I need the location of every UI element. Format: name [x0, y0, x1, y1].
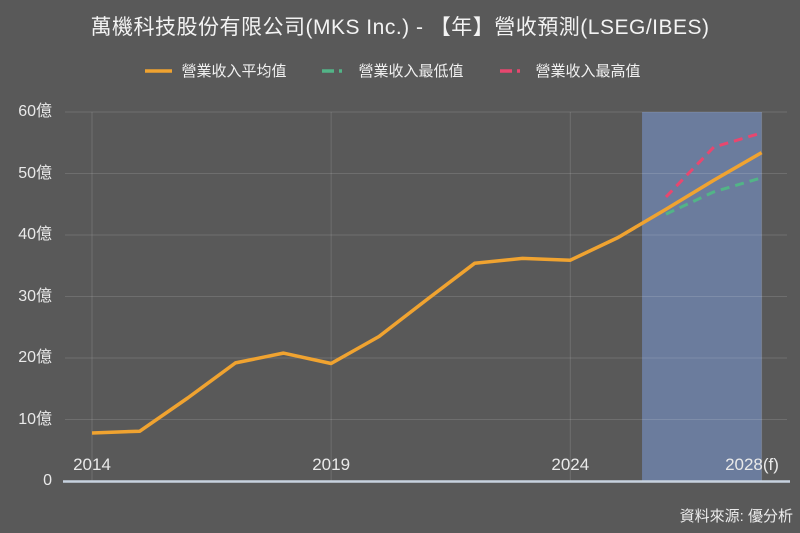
series-line-0-solid — [91, 151, 763, 435]
legend-item-1[interactable]: 營業收入最低值 — [322, 60, 464, 81]
x-axis-label: 2024 — [551, 455, 590, 474]
legend-item-0[interactable]: 營業收入平均值 — [145, 60, 286, 81]
legend-label: 營業收入平均值 — [181, 63, 287, 80]
y-axis-label: 50億 — [18, 164, 52, 182]
chart-title: 萬機科技股份有限公司(MKS Inc.) - 【年】營收預測(LSEG/IBES… — [90, 16, 710, 39]
legend-label: 營業收入最低值 — [358, 63, 464, 80]
legend-swatch-icon — [499, 68, 527, 73]
legend-label: 營業收入最高值 — [535, 63, 641, 80]
series-line-2-dashed — [664, 131, 763, 198]
legend: 營業收入平均值 營業收入最低值 營業收入最高值 — [0, 60, 786, 81]
y-axis-label: 60億 — [18, 103, 52, 120]
legend-item-2[interactable]: 營業收入最高值 — [499, 60, 641, 81]
y-axis-label: 10億 — [18, 410, 52, 428]
y-axis-label: 30億 — [18, 287, 52, 305]
x-axis-label: 2014 — [73, 455, 111, 474]
legend-swatch-icon — [145, 68, 173, 73]
x-axis-label: 2019 — [312, 455, 351, 474]
y-axis-label: 0 — [43, 472, 52, 489]
source-note: 資料來源: 優分析 — [679, 508, 793, 525]
legend-swatch-icon — [322, 68, 350, 73]
x-axis-label: 2028(f) — [725, 455, 779, 474]
y-axis-label: 20億 — [18, 349, 52, 366]
series-line-1-dashed — [665, 176, 763, 216]
y-axis-label: 40億 — [18, 226, 52, 243]
forecast-band — [642, 112, 762, 481]
